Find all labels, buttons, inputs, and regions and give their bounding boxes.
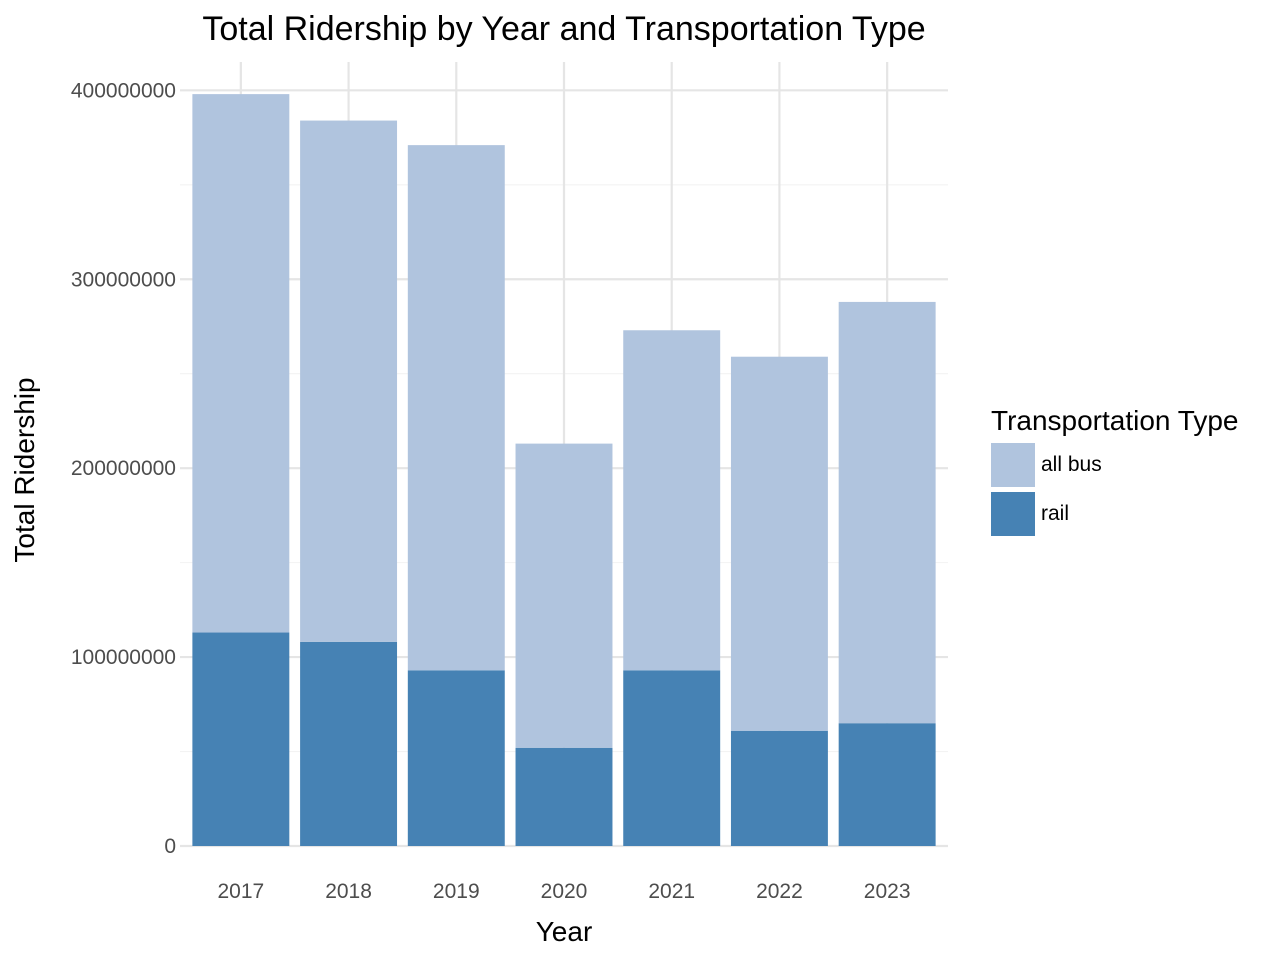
y-tick-label: 400000000 xyxy=(71,79,176,102)
legend-label-rail: rail xyxy=(1041,502,1069,525)
bar-all-bus-2018 xyxy=(300,120,398,642)
bar-rail-2017 xyxy=(192,632,290,846)
bar-rail-2023 xyxy=(838,723,936,846)
bar-all-bus-2019 xyxy=(407,145,505,671)
legend-label-all-bus: all bus xyxy=(1041,453,1102,476)
y-tick-label: 200000000 xyxy=(71,457,176,480)
x-tick-label: 2018 xyxy=(325,880,372,903)
x-tick-label: 2019 xyxy=(433,880,480,903)
legend-swatch-rail xyxy=(991,492,1035,536)
y-tick-label: 100000000 xyxy=(71,646,176,669)
x-axis-title: Year xyxy=(536,916,593,947)
legend: Transportation Type all bus rail xyxy=(991,405,1238,536)
bar-rail-2018 xyxy=(300,641,398,846)
y-tick-labels: 0 100000000 200000000 300000000 400000000 xyxy=(71,79,176,858)
bar-all-bus-2017 xyxy=(192,94,290,633)
y-axis-title: Total Ridership xyxy=(9,377,40,562)
bars-layer xyxy=(192,94,936,846)
y-tick-label: 300000000 xyxy=(71,268,176,291)
x-tick-label: 2023 xyxy=(864,880,911,903)
x-tick-label: 2020 xyxy=(541,880,588,903)
bar-rail-2021 xyxy=(623,670,721,846)
bar-all-bus-2023 xyxy=(838,301,936,724)
chart-title: Total Ridership by Year and Transportati… xyxy=(202,10,925,48)
y-tick-label: 0 xyxy=(164,835,176,858)
x-tick-labels: 2017 2018 2019 2020 2021 2022 2023 xyxy=(217,880,910,903)
x-tick-label: 2022 xyxy=(756,880,803,903)
bar-rail-2019 xyxy=(407,670,505,846)
x-tick-label: 2021 xyxy=(648,880,695,903)
legend-title: Transportation Type xyxy=(991,405,1238,436)
x-tick-label: 2017 xyxy=(217,880,264,903)
bar-all-bus-2021 xyxy=(623,330,721,671)
bar-rail-2022 xyxy=(730,730,828,846)
bar-rail-2020 xyxy=(515,747,613,846)
bar-all-bus-2022 xyxy=(730,356,828,731)
bar-all-bus-2020 xyxy=(515,443,613,748)
legend-swatch-all-bus xyxy=(991,443,1035,487)
legend-items: all bus rail xyxy=(991,443,1102,536)
